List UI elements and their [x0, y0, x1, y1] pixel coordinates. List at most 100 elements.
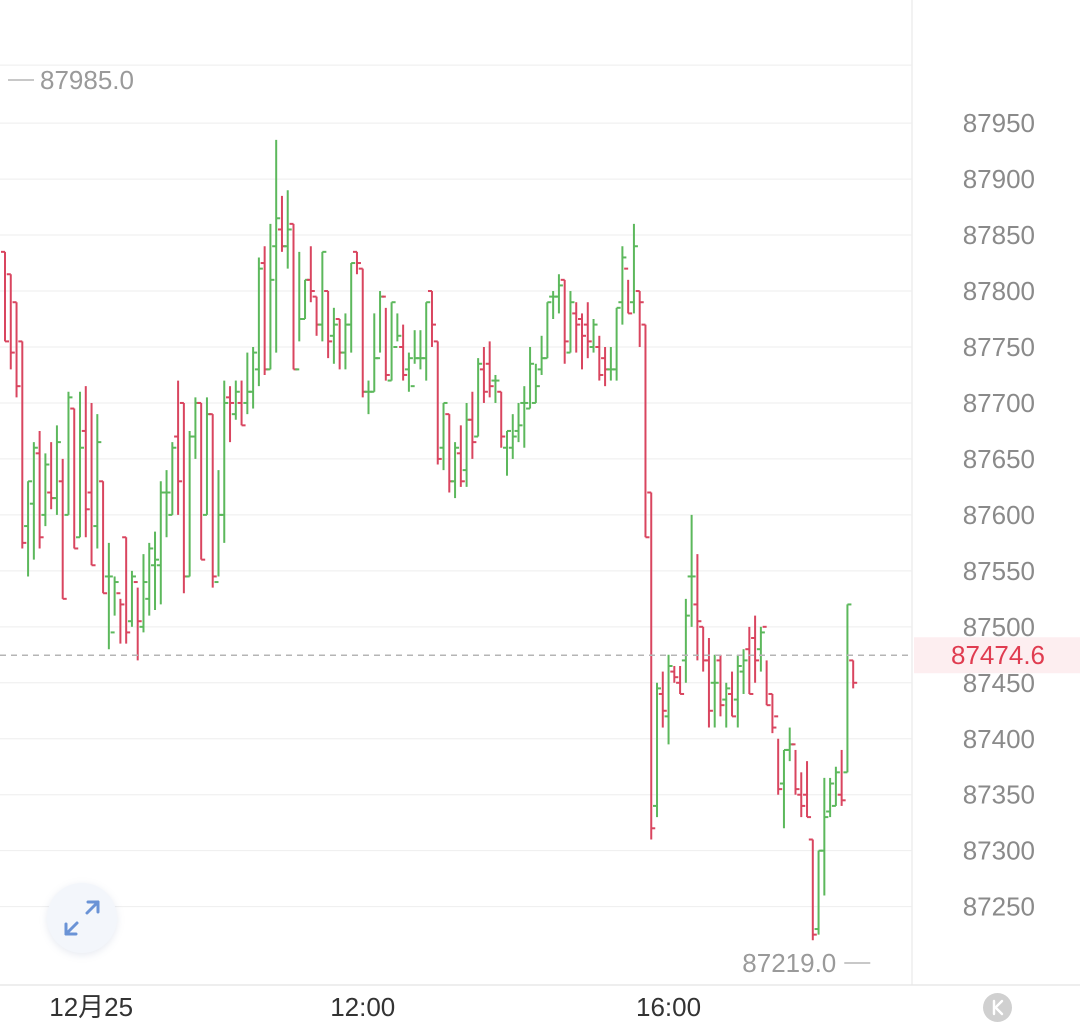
high-price-label: 87985.0: [40, 65, 134, 95]
ohlc-bar: [381, 295, 390, 381]
ohlc-bar: [254, 257, 263, 387]
y-tick-label: 87650: [963, 444, 1035, 474]
ohlc-bar: [722, 682, 731, 728]
ohlc-bar: [231, 380, 240, 420]
ohlc-bar: [427, 290, 436, 347]
kline-toggle-button[interactable]: [983, 993, 1012, 1022]
ohlc-bar: [318, 250, 327, 342]
ohlc-bar: [566, 291, 575, 354]
ohlc-bar: [554, 274, 563, 314]
ohlc-bar: [283, 190, 292, 269]
ohlc-bar: [249, 346, 258, 409]
ohlc-bar: [653, 682, 662, 818]
ohlc-bar: [618, 246, 627, 325]
ohlc-bar: [635, 290, 644, 347]
ohlc-bar: [99, 480, 108, 595]
ohlc-bar: [762, 625, 771, 707]
ohlc-bar: [670, 665, 679, 683]
ohlc-bar: [93, 414, 102, 549]
ohlc-bar: [127, 570, 136, 627]
ohlc-bar: [76, 391, 85, 539]
ohlc-bar: [474, 358, 483, 438]
ohlc-bar: [260, 246, 269, 375]
ohlc-bar: [272, 139, 281, 353]
ohlc-bar: [716, 654, 725, 717]
ohlc-bar: [572, 302, 581, 353]
last-price-label: 87474.6: [951, 640, 1045, 670]
expand-button[interactable]: [47, 883, 117, 953]
ohlc-bar: [739, 649, 748, 694]
ohlc-bar: [549, 291, 558, 320]
ohlc-bar: [681, 598, 690, 683]
y-tick-label: 87800: [963, 276, 1035, 306]
ohlc-bar: [237, 380, 246, 427]
x-tick-label: 12月25: [49, 992, 133, 1022]
ohlc-bar: [214, 470, 223, 584]
ohlc-bar: [376, 291, 385, 360]
ohlc-bar: [612, 306, 621, 381]
ohlc-bar: [751, 615, 760, 683]
grid-lines: [0, 64, 912, 908]
ohlc-bar: [295, 251, 304, 371]
ohlc-bar: [41, 453, 50, 527]
ohlc-bar: [208, 413, 217, 588]
ohlc-bar: [433, 340, 442, 465]
ohlc-bar: [560, 278, 569, 364]
ohlc-bar: [537, 335, 546, 375]
ohlc-bar: [139, 554, 148, 633]
k-icon: [992, 999, 1004, 1016]
ohlc-bar: [520, 386, 529, 448]
ohlc-bar: [29, 442, 38, 560]
ohlc-bar: [404, 352, 413, 392]
y-tick-label: 87250: [963, 892, 1035, 922]
ohlc-bar: [629, 223, 638, 314]
y-tick-label: 87600: [963, 500, 1035, 530]
ohlc-bar: [162, 470, 171, 538]
ohlc-bar: [18, 340, 27, 549]
ohlc-bar: [491, 374, 500, 403]
ohlc-bar: [52, 425, 61, 515]
ohlc-bar: [526, 346, 535, 410]
ohlc-bar: [583, 302, 592, 359]
ohlc-bar: [104, 542, 113, 650]
ohlc-bar: [837, 749, 846, 806]
ohlc-bar: [81, 386, 90, 538]
ohlc-bar: [797, 772, 806, 818]
x-tick-label: 12:00: [330, 992, 395, 1022]
ohlc-bar: [47, 442, 56, 510]
ohlc-bar: [791, 743, 800, 795]
ohlc-bar: [647, 491, 656, 840]
ohlc-bar: [341, 313, 350, 370]
y-tick-label: 87400: [963, 724, 1035, 754]
ohlc-bar: [116, 592, 125, 644]
ohlc-bar: [335, 318, 344, 370]
ohlc-bar: [35, 430, 44, 549]
ohlc-bar: [70, 407, 79, 550]
y-tick-label: 87550: [963, 556, 1035, 586]
ohlc-bar: [462, 402, 471, 487]
ohlc-bar: [226, 386, 235, 443]
ohlc-bar: [601, 346, 610, 387]
y-tick-label: 87350: [963, 780, 1035, 810]
y-tick-label: 87700: [963, 388, 1035, 418]
ohlc-bar: [733, 654, 742, 728]
ohlc-bar: [64, 391, 73, 516]
ohlc-bar: [699, 625, 708, 672]
ohlc-bar: [710, 654, 719, 728]
ohlc-bar: [756, 626, 765, 672]
ohlc-bar: [595, 335, 604, 381]
ohlc-bar: [456, 425, 465, 487]
ohlc-bar: [329, 307, 338, 364]
ohlc-bar: [387, 301, 396, 382]
ohlc-bar: [422, 301, 431, 381]
y-tick-label: 87300: [963, 836, 1035, 866]
ohlc-bar: [358, 267, 367, 398]
ohlc-bar: [843, 603, 852, 774]
y-tick-label: 87950: [963, 108, 1035, 138]
ohlc-bar: [728, 671, 737, 718]
ohlc-bar: [641, 323, 650, 539]
ohlc-bar: [451, 442, 460, 499]
ohlc-bar: [803, 761, 812, 819]
